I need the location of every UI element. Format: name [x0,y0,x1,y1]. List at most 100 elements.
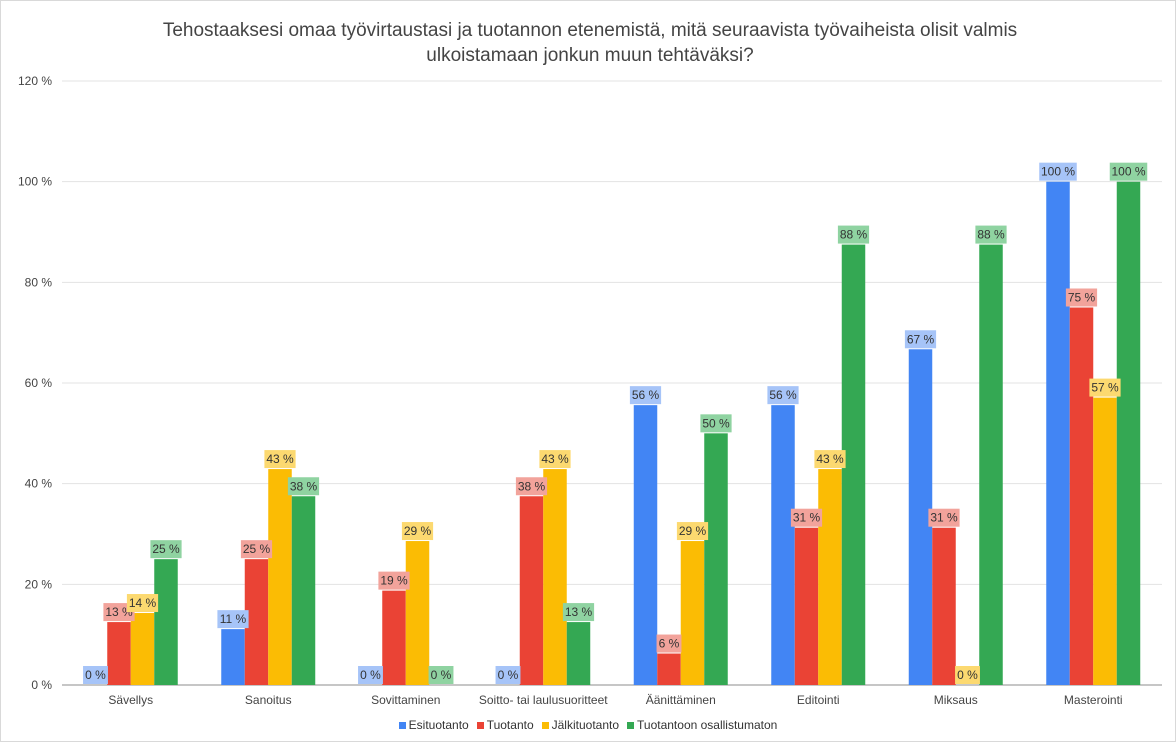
bar [543,469,567,685]
bar [107,622,131,685]
data-label: 13 % [565,605,593,619]
data-label: 25 % [243,542,271,556]
x-tick-label: Sanoitus [245,693,292,707]
bar [771,405,795,685]
chart-title-line-1: Tehostaaksesi omaa työvirtaustasi ja tuo… [162,20,1018,41]
bar [244,559,269,685]
bar [657,653,681,685]
x-tick-label: Miksaus [934,693,978,707]
data-label: 75 % [1068,291,1096,305]
y-tick-label: 20 % [25,577,53,591]
data-label-background [790,508,823,527]
y-tick-label: 100 % [18,175,52,189]
bar [633,405,658,685]
bar [1069,307,1094,685]
data-label: 88 % [977,228,1005,242]
legend-swatch [476,722,484,729]
legend-label: Esituotanto [408,718,469,732]
y-tick-label: 40 % [25,477,53,491]
legend-label: Jälkituotanto [551,718,620,732]
legend-item: Esituotanto [398,718,469,732]
data-label-background [150,540,182,559]
bar [932,527,956,685]
y-tick-label: 60 % [25,376,53,390]
y-axis: 0 % 20 % 40 % 60 % 80 % 100 % 120 % [18,74,52,692]
data-label-background [240,540,273,559]
data-label-background [103,603,135,622]
bar [818,469,842,685]
bar [794,527,819,685]
data-label: 29 % [679,524,707,538]
data-label: 43 % [541,452,569,466]
data-label-background [428,666,454,684]
data-label: 43 % [816,452,844,466]
data-label-background [955,666,980,684]
data-label-background [1065,288,1098,307]
data-label: 31 % [930,511,958,525]
data-label-background [700,414,732,433]
data-label: 0 % [431,668,452,682]
data-label: 0 % [957,668,978,682]
data-label-background [1039,162,1077,181]
data-label-background [401,522,434,541]
data-label: 25 % [152,542,180,556]
bar [405,541,430,685]
x-tick-label: Editointi [797,693,840,707]
data-label-background [1089,378,1121,397]
legend-label: Tuotanto [486,718,534,732]
data-label-background [539,450,571,469]
legend-item: Tuotantoon osallistumaton [627,718,777,732]
bar [704,433,728,685]
data-label-background [1109,162,1148,181]
data-label: 0 % [360,668,381,682]
legend-item: Tuotanto [476,718,534,732]
legend: Esituotanto Tuotanto Jälkituotanto Tuotanto… [0,718,1176,732]
data-label-background [814,450,846,469]
bar [566,622,591,685]
data-label-background [837,225,870,244]
y-tick-label: 120 % [18,74,52,88]
data-label: 50 % [702,416,730,430]
data-label: 43 % [266,452,294,466]
legend-swatch [541,722,549,729]
data-label: 56 % [632,388,660,402]
bar [908,349,933,685]
x-tick-label: Masterointi [1064,693,1123,707]
data-label-background [562,603,595,622]
bar [291,496,316,685]
bar [154,559,178,685]
data-label: 6 % [659,637,680,651]
data-label: 67 % [907,332,935,346]
data-label: 19 % [380,574,408,588]
data-label: 14 % [129,596,157,610]
bar [979,244,1003,686]
data-label: 100 % [1041,165,1075,179]
bar [221,629,245,685]
data-label-background [495,666,521,684]
chart-title: Tehostaaksesi omaa työvirtaustasi ja tuo… [60,18,1120,68]
bar [382,590,406,685]
bar [130,613,155,685]
data-labels: 0 %13 %14 %25 %11 %25 %43 %38 %0 %19 %29… [83,162,1148,684]
data-label-background [676,522,709,541]
bar [519,496,544,685]
bar [841,244,866,686]
data-label: 38 % [518,479,546,493]
legend-item: Jälkituotanto [541,718,620,732]
data-label-background [217,610,249,629]
gridlines [62,80,1162,686]
bar [1093,397,1117,685]
data-label-background [767,386,799,405]
data-label: 29 % [404,524,432,538]
x-tick-label: Sovittaminen [371,693,440,707]
data-label: 88 % [840,228,868,242]
data-label-background [656,634,682,653]
data-label: 100 % [1111,165,1145,179]
data-label-background [928,508,960,527]
data-label: 38 % [290,479,318,493]
legend-label: Tuotantoon osallistumaton [637,718,778,732]
data-label: 31 % [793,511,821,525]
data-label-background [83,666,108,684]
x-tick-label: Soitto- tai laulusuoritteet [479,693,608,707]
